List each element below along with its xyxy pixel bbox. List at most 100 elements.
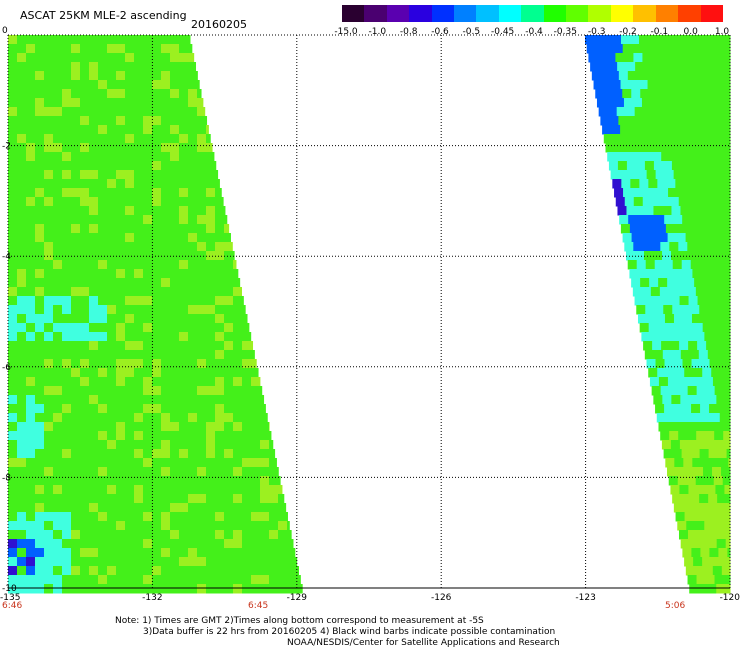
wind-cell	[107, 557, 117, 567]
wind-cell	[619, 215, 629, 225]
wind-cell	[170, 449, 180, 459]
wind-cell	[684, 179, 694, 189]
wind-cell	[658, 89, 668, 99]
wind-cell	[116, 512, 126, 522]
wind-cell	[125, 476, 135, 486]
wind-cell	[89, 269, 99, 279]
wind-cell	[728, 413, 731, 423]
time-middle: 6:45	[248, 601, 269, 611]
wind-cell	[62, 44, 72, 54]
wind-cell	[125, 503, 135, 513]
wind-cell	[98, 107, 108, 117]
wind-cell	[53, 269, 63, 279]
wind-cell	[698, 584, 708, 594]
wind-cell	[179, 80, 189, 90]
wind-cell	[53, 260, 63, 270]
wind-cell	[125, 485, 135, 495]
wind-cell	[681, 260, 692, 270]
wind-cell	[125, 431, 135, 441]
wind-cell	[80, 260, 90, 270]
wind-cell	[71, 152, 81, 162]
wind-cell	[170, 35, 180, 45]
wind-cell	[98, 53, 108, 63]
wind-cell	[80, 80, 90, 90]
wind-cell	[116, 179, 126, 189]
wind-cell	[116, 341, 126, 351]
wind-cell	[17, 278, 27, 288]
wind-cell	[116, 152, 126, 162]
wind-cell	[608, 62, 618, 72]
wind-cell	[224, 359, 234, 369]
wind-cell	[35, 548, 45, 558]
wind-cell	[197, 467, 207, 477]
wind-cell	[179, 134, 189, 144]
wind-cell	[699, 71, 710, 81]
wind-cell	[125, 179, 135, 189]
wind-cell	[720, 134, 731, 144]
wind-cell	[53, 323, 63, 333]
wind-cell	[107, 161, 117, 171]
wind-cell	[125, 449, 135, 459]
wind-cell	[197, 296, 207, 306]
wind-cell	[685, 377, 696, 387]
wind-cell	[197, 80, 200, 90]
wind-cell	[71, 224, 81, 234]
wind-cell	[287, 575, 297, 585]
wind-cell	[707, 584, 717, 594]
wind-cell	[125, 404, 135, 414]
wind-cell	[8, 341, 18, 351]
wind-cell	[71, 53, 81, 63]
wind-cell	[719, 125, 729, 135]
wind-cell	[648, 35, 658, 45]
wind-cell	[215, 233, 225, 243]
wind-cell	[688, 107, 699, 117]
wind-cell	[269, 476, 279, 486]
wind-cell	[242, 503, 252, 513]
wind-cell	[98, 449, 108, 459]
wind-cell	[678, 386, 689, 396]
wind-cell	[8, 485, 18, 495]
wind-cell	[705, 197, 716, 207]
wind-cell	[161, 35, 171, 45]
wind-cell	[215, 467, 225, 477]
wind-cell	[35, 287, 45, 297]
wind-cell	[116, 107, 126, 117]
wind-cell	[116, 278, 126, 288]
wind-cell	[125, 359, 135, 369]
wind-cell	[134, 161, 144, 171]
wind-cell	[233, 431, 243, 441]
wind-cell	[242, 305, 246, 315]
wind-cell	[35, 395, 45, 405]
wind-cell	[664, 314, 675, 324]
wind-cell	[670, 107, 681, 117]
wind-cell	[287, 557, 297, 567]
wind-cell	[62, 512, 72, 522]
wind-cell	[179, 233, 189, 243]
wind-cell	[17, 440, 27, 450]
wind-cell	[17, 458, 27, 468]
wind-cell	[705, 53, 715, 63]
wind-cell	[251, 467, 261, 477]
wind-cell	[689, 62, 699, 72]
wind-cell	[717, 305, 727, 315]
wind-cell	[644, 251, 654, 261]
wind-cell	[707, 62, 717, 72]
wind-cell	[98, 80, 108, 90]
wind-cell	[116, 125, 126, 135]
wind-cell	[714, 197, 725, 207]
wind-cell	[89, 305, 99, 315]
wind-cell	[125, 584, 135, 594]
wind-cell	[197, 368, 207, 378]
wind-cell	[179, 44, 189, 54]
wind-cell	[641, 287, 652, 297]
wind-cell	[637, 170, 648, 180]
wind-cell	[8, 116, 18, 126]
wind-cell	[107, 503, 117, 513]
wind-cell	[152, 269, 162, 279]
wind-cell	[632, 143, 643, 153]
wind-cell	[44, 440, 54, 450]
wind-cell	[179, 575, 189, 585]
wind-cell	[170, 503, 180, 513]
wind-cell	[89, 494, 99, 504]
wind-cell	[215, 323, 225, 333]
